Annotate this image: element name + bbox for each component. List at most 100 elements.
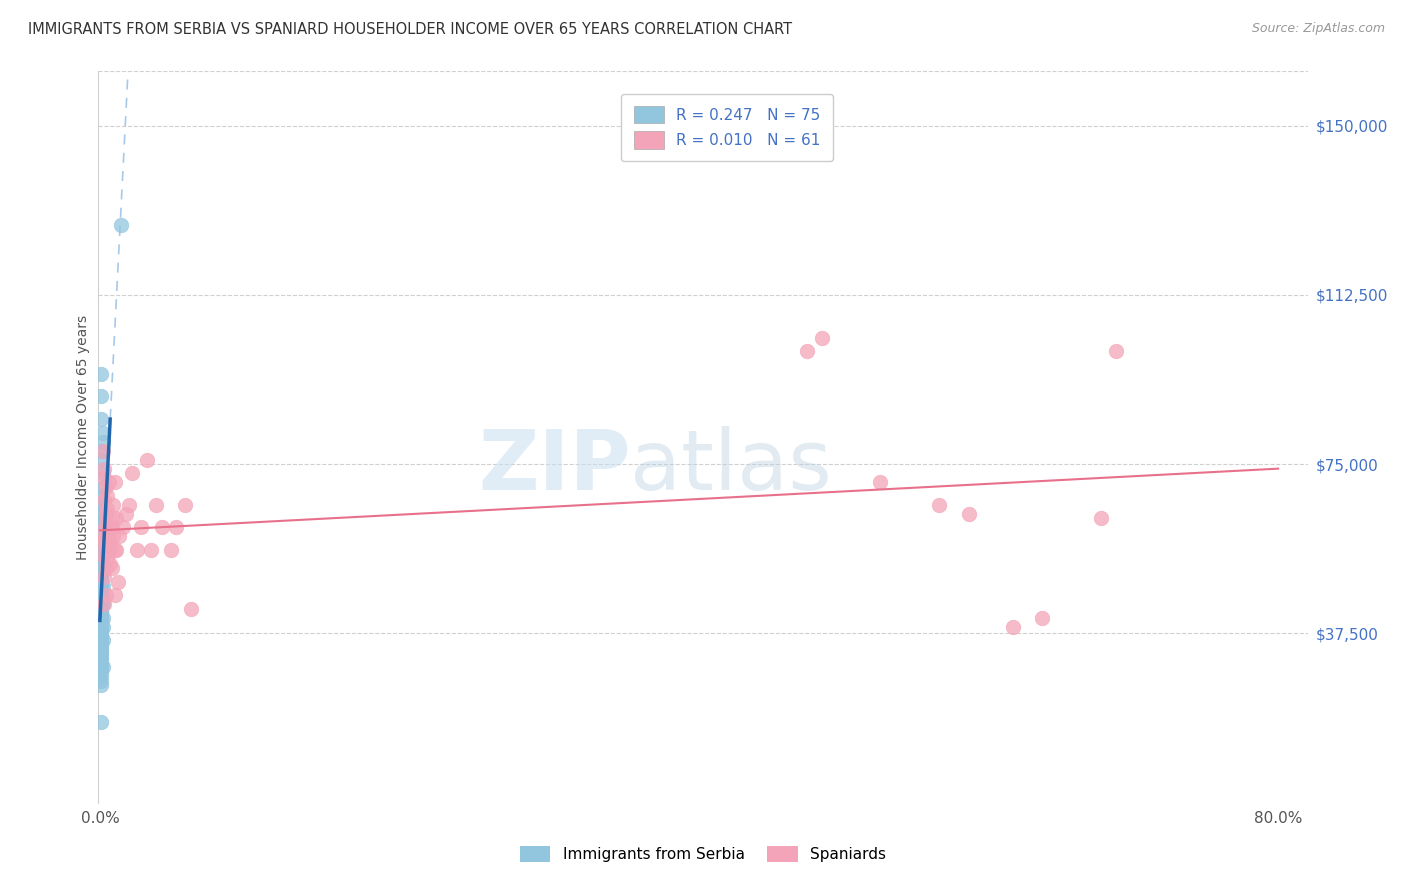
Legend: Immigrants from Serbia, Spaniards: Immigrants from Serbia, Spaniards bbox=[513, 840, 893, 868]
Point bbox=[90, 678, 112, 692]
Point bbox=[90, 443, 112, 458]
Point bbox=[90, 548, 112, 562]
Point bbox=[90, 574, 112, 589]
Point bbox=[90, 389, 112, 403]
Point bbox=[180, 601, 202, 615]
Point bbox=[957, 507, 980, 521]
Point bbox=[90, 638, 112, 652]
Point bbox=[91, 533, 114, 548]
Point bbox=[90, 615, 112, 630]
Point bbox=[869, 475, 891, 490]
Point bbox=[159, 543, 181, 558]
Point bbox=[90, 452, 112, 467]
Point bbox=[93, 597, 115, 611]
Text: Source: ZipAtlas.com: Source: ZipAtlas.com bbox=[1251, 22, 1385, 36]
Point bbox=[91, 466, 114, 480]
Point bbox=[91, 480, 114, 494]
Point bbox=[91, 434, 114, 449]
Point bbox=[91, 443, 114, 458]
Point bbox=[96, 552, 118, 566]
Point bbox=[91, 516, 114, 530]
Point bbox=[141, 543, 163, 558]
Point bbox=[90, 669, 112, 683]
Point bbox=[90, 588, 112, 602]
Point bbox=[90, 615, 112, 630]
Point bbox=[100, 561, 122, 575]
Point bbox=[93, 471, 115, 485]
Text: ZIP: ZIP bbox=[478, 425, 630, 507]
Point bbox=[91, 610, 114, 624]
Point bbox=[91, 533, 114, 548]
Point bbox=[90, 367, 112, 381]
Point bbox=[90, 597, 112, 611]
Point bbox=[90, 489, 112, 503]
Point bbox=[166, 520, 188, 534]
Point bbox=[145, 498, 167, 512]
Point bbox=[90, 660, 112, 674]
Point bbox=[129, 520, 152, 534]
Point bbox=[90, 624, 112, 639]
Point bbox=[90, 620, 112, 634]
Point bbox=[90, 601, 112, 615]
Point bbox=[90, 502, 112, 516]
Point bbox=[90, 647, 112, 661]
Point bbox=[810, 331, 832, 345]
Point bbox=[90, 615, 112, 630]
Point bbox=[90, 583, 112, 598]
Point bbox=[98, 538, 121, 552]
Point bbox=[90, 552, 112, 566]
Point bbox=[90, 714, 112, 729]
Point bbox=[90, 592, 112, 607]
Point bbox=[98, 520, 121, 534]
Point bbox=[90, 606, 112, 620]
Point bbox=[90, 601, 112, 615]
Point bbox=[90, 673, 112, 688]
Point bbox=[97, 543, 120, 558]
Point bbox=[90, 574, 112, 589]
Point bbox=[90, 570, 112, 584]
Point bbox=[96, 529, 118, 543]
Point bbox=[93, 493, 115, 508]
Point bbox=[110, 218, 132, 232]
Point bbox=[121, 466, 143, 480]
Point bbox=[97, 475, 120, 490]
Point bbox=[104, 475, 127, 490]
Point bbox=[94, 507, 117, 521]
Point bbox=[96, 502, 118, 516]
Point bbox=[104, 543, 127, 558]
Point bbox=[90, 647, 112, 661]
Point bbox=[94, 561, 117, 575]
Point bbox=[1090, 511, 1112, 525]
Point bbox=[91, 620, 114, 634]
Point bbox=[928, 498, 950, 512]
Point bbox=[94, 588, 117, 602]
Point bbox=[90, 592, 112, 607]
Point bbox=[93, 538, 115, 552]
Point bbox=[90, 570, 112, 584]
Point bbox=[90, 638, 112, 652]
Point bbox=[93, 570, 115, 584]
Point bbox=[101, 529, 124, 543]
Point bbox=[96, 489, 118, 503]
Point bbox=[90, 524, 112, 539]
Point bbox=[90, 601, 112, 615]
Point bbox=[90, 579, 112, 593]
Point bbox=[90, 651, 112, 665]
Point bbox=[112, 520, 135, 534]
Point bbox=[125, 543, 148, 558]
Point bbox=[90, 606, 112, 620]
Point bbox=[1031, 610, 1053, 624]
Point bbox=[118, 498, 141, 512]
Point bbox=[136, 452, 159, 467]
Point bbox=[100, 520, 122, 534]
Point bbox=[108, 529, 131, 543]
Point bbox=[94, 516, 117, 530]
Point bbox=[90, 656, 112, 670]
Point bbox=[90, 624, 112, 639]
Point bbox=[90, 651, 112, 665]
Point bbox=[97, 543, 120, 558]
Point bbox=[94, 480, 117, 494]
Point bbox=[90, 516, 112, 530]
Point bbox=[105, 543, 128, 558]
Text: atlas: atlas bbox=[630, 425, 832, 507]
